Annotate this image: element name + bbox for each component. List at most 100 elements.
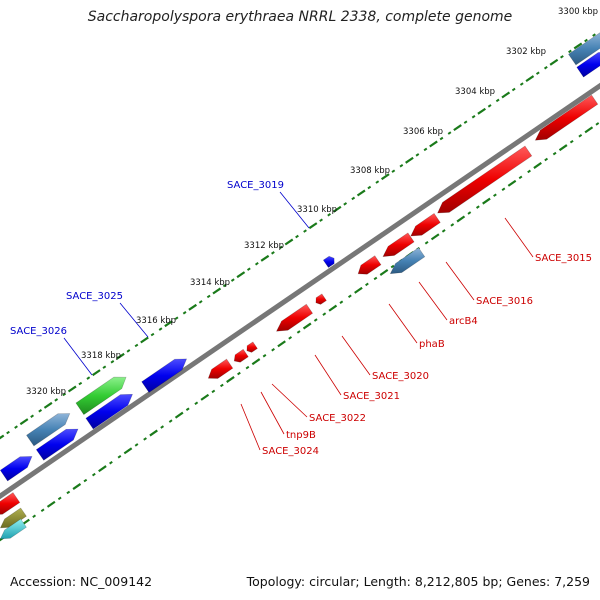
outer-tick-mark [351, 196, 356, 201]
scale-label: 3306 kbp [403, 127, 443, 137]
gene-sace-3024-a [233, 348, 249, 363]
label-leader-line [418, 281, 448, 321]
genome-backbone [0, 82, 600, 500]
outer-tick-mark [405, 156, 414, 164]
outer-tick-mark [271, 251, 275, 255]
outer-tick-mark [236, 271, 246, 279]
scale-label: 3318 kbp [81, 351, 121, 361]
outer-tick-mark [477, 107, 486, 115]
outer-tick-mark [375, 180, 380, 184]
gene-label-phab[interactable]: phaB [419, 339, 445, 350]
gene-blue-top [576, 52, 600, 78]
inner-tick-mark [456, 215, 466, 223]
label-leaders [63, 191, 534, 451]
outer-tick-mark [86, 376, 91, 380]
outer-tick-mark [429, 140, 438, 148]
gene-label-arcb4[interactable]: arcB4 [449, 316, 478, 327]
scale-label: 3316 kbp [136, 316, 176, 326]
outer-tick-mark [67, 385, 77, 393]
inner-tick-mark [584, 126, 594, 134]
inner-tick-mark [493, 193, 497, 197]
outer-tick-mark [164, 320, 173, 328]
gene-label-sace-3019[interactable]: SACE_3019 [227, 180, 284, 191]
scale-label: 3312 kbp [244, 241, 284, 251]
gene-label-sace-3026[interactable]: SACE_3026 [10, 326, 67, 337]
outer-tick-mark [158, 327, 163, 331]
inner-tick-mark [226, 376, 235, 383]
gene-sace-3020 [357, 255, 382, 275]
inner-tick-mark [251, 358, 261, 366]
inner-tick-mark [32, 514, 37, 518]
outer-tick-mark [78, 381, 83, 386]
gene-label-sace-3015[interactable]: SACE_3015 [535, 253, 592, 264]
gene-label-sace-3025[interactable]: SACE_3025 [66, 291, 123, 302]
inner-tick-mark [98, 465, 107, 473]
label-leader-line [271, 383, 308, 418]
gene-label-sace-3021[interactable]: SACE_3021 [343, 391, 400, 402]
outer-tick-mark [116, 352, 125, 360]
inner-tick-mark [558, 144, 568, 152]
label-leader-line [445, 261, 475, 301]
inner-tick-mark [467, 211, 472, 215]
outer-tick-mark [295, 234, 299, 239]
gene-label-tnp9b[interactable]: tnp9B [286, 430, 316, 441]
outer-tick-mark [447, 131, 452, 135]
outer-tick-mark [487, 104, 492, 108]
outer-tick-mark [308, 222, 318, 230]
inner-tick-mark [288, 336, 293, 340]
outer-tick-mark [380, 173, 390, 181]
inner-tick-mark [245, 365, 250, 370]
outer-tick-mark [549, 58, 559, 66]
outer-tick-mark [501, 91, 511, 99]
outer-tick-mark [198, 300, 203, 304]
gene-sace-3021 [315, 293, 327, 305]
label-leader-line [504, 217, 534, 258]
gene-green [75, 376, 127, 416]
inner-tick-mark [200, 393, 210, 401]
gene-red-edge [0, 492, 21, 515]
scale-label: 3300 kbp [558, 7, 598, 17]
outer-tick-mark [0, 434, 5, 440]
gene-label-sace-3016[interactable]: SACE_3016 [476, 296, 533, 307]
inner-tick-mark [219, 383, 224, 388]
outer-tick-mark [6, 430, 10, 435]
outer-tick-mark [206, 294, 211, 299]
inner-tick-mark [441, 229, 446, 233]
outer-tick-mark [568, 49, 572, 54]
outer-tick-mark [279, 245, 283, 250]
inner-tick-mark [46, 500, 56, 508]
gene-labels: SACE_3019 SACE_3025 SACE_3026 SACE_3015 … [10, 180, 592, 457]
gene-label-sace-3024[interactable]: SACE_3024 [262, 446, 319, 457]
outer-tick-mark [188, 303, 197, 311]
outer-tick-mark [356, 189, 366, 197]
label-leader-line [279, 191, 310, 229]
inner-tick-mark [507, 179, 517, 187]
gene-sace-3019 [322, 255, 335, 268]
inner-tick-mark [313, 318, 318, 322]
inner-tick-mark [552, 151, 557, 156]
label-leader-line [240, 403, 261, 451]
outer-tick-mark [399, 164, 404, 168]
gene-label-sace-3022[interactable]: SACE_3022 [309, 413, 366, 424]
outer-tick-mark [471, 115, 476, 119]
gene-steel-top [568, 32, 600, 66]
gene-label-sace-3020[interactable]: SACE_3020 [372, 371, 429, 382]
inner-tick-mark [174, 411, 184, 419]
label-leader-line [314, 354, 342, 396]
outer-tick-mark [511, 87, 516, 92]
inner-tick-mark [168, 419, 173, 423]
outer-tick-mark [134, 343, 139, 348]
inner-tick-mark [40, 508, 45, 513]
outer-tick-mark [495, 98, 500, 103]
gene-sace-3016 [437, 145, 533, 214]
outer-tick-mark [519, 82, 524, 86]
scale-label: 3308 kbp [350, 166, 390, 176]
inner-tick-mark [57, 496, 62, 501]
inner-tick-mark [83, 478, 88, 483]
genome-summary-text: Topology: circular; Length: 8,212,805 bp… [246, 574, 590, 589]
outer-tick-mark [102, 365, 107, 369]
gene-sace-3024-b [207, 358, 234, 379]
outer-tick-mark [319, 218, 323, 222]
scale-labels: 3300 kbp 3302 kbp 3304 kbp 3306 kbp 3308… [26, 7, 598, 397]
